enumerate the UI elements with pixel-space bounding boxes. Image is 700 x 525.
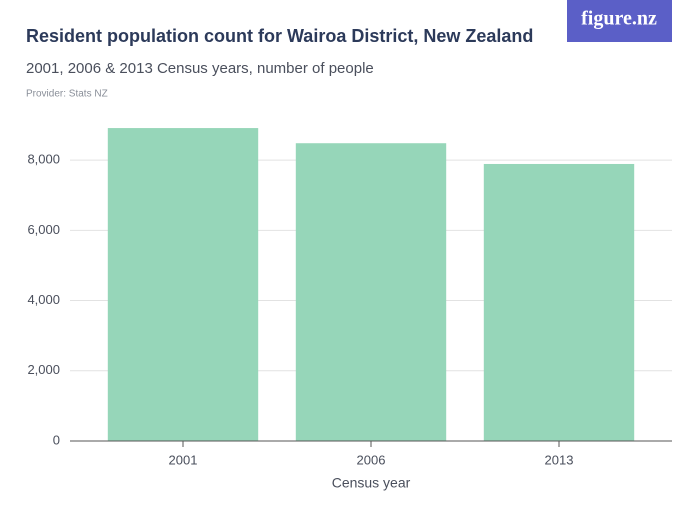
logo: figure.nz [581,8,657,30]
bar [107,128,259,441]
provider: Provider: Stats NZ [26,89,108,100]
bar [295,143,447,442]
y-tick-label: 6,000 [27,222,60,237]
chart-subtitle: 2001, 2006 & 2013 Census years, number o… [26,60,374,77]
x-axis-label: Census year [332,475,411,491]
y-tick-label: 2,000 [27,362,60,377]
logo-box [567,0,672,42]
y-tick-label: 0 [53,432,60,447]
y-tick-label: 4,000 [27,292,60,307]
y-tick-label: 8,000 [27,152,60,167]
x-tick-label: 2013 [545,452,574,467]
bar [483,163,635,441]
x-tick-label: 2001 [169,452,198,467]
x-tick-label: 2006 [357,452,386,467]
chart-title: Resident population count for Wairoa Dis… [26,26,533,46]
